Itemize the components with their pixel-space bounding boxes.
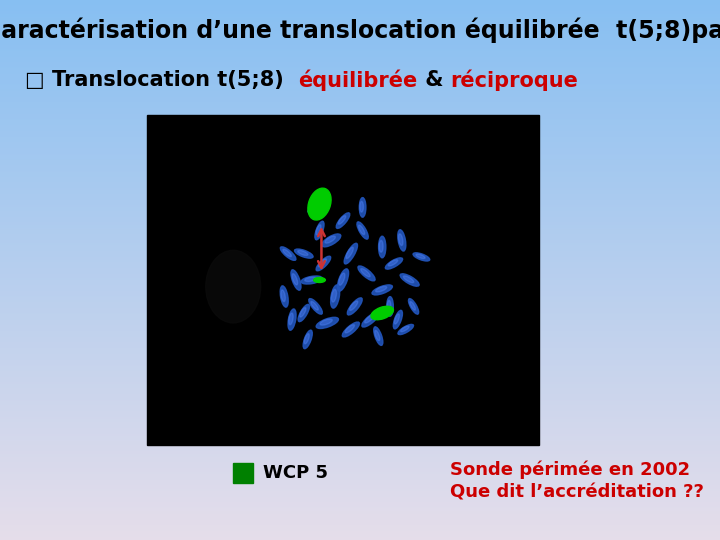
Ellipse shape [344, 243, 358, 264]
Ellipse shape [320, 319, 332, 325]
Ellipse shape [318, 259, 326, 267]
Text: WCP 5: WCP 5 [263, 464, 328, 482]
Ellipse shape [322, 234, 341, 247]
Ellipse shape [316, 256, 330, 271]
Ellipse shape [379, 236, 386, 258]
Ellipse shape [372, 285, 392, 295]
Ellipse shape [393, 310, 402, 329]
Text: Que dit l’accréditation ??: Que dit l’accréditation ?? [450, 484, 704, 502]
Ellipse shape [330, 285, 340, 308]
Ellipse shape [374, 327, 383, 346]
Ellipse shape [294, 249, 313, 258]
Ellipse shape [305, 277, 316, 281]
Ellipse shape [358, 266, 375, 281]
Ellipse shape [346, 247, 354, 259]
Ellipse shape [357, 222, 368, 239]
Ellipse shape [410, 301, 415, 310]
Text: Caractérisation d’une translocation équilibrée  t(5;8)pat: Caractérisation d’une translocation équi… [0, 17, 720, 43]
Ellipse shape [347, 298, 362, 315]
Ellipse shape [281, 290, 285, 302]
Ellipse shape [359, 225, 365, 234]
Ellipse shape [362, 312, 379, 327]
Ellipse shape [413, 253, 430, 261]
Ellipse shape [398, 325, 413, 335]
Ellipse shape [289, 313, 293, 325]
Ellipse shape [307, 202, 323, 213]
Ellipse shape [387, 300, 391, 311]
Ellipse shape [360, 201, 364, 212]
Ellipse shape [416, 254, 425, 259]
Ellipse shape [371, 306, 393, 320]
Ellipse shape [300, 308, 306, 317]
Ellipse shape [309, 299, 323, 314]
Ellipse shape [379, 240, 383, 252]
Ellipse shape [301, 276, 323, 284]
Ellipse shape [280, 286, 288, 307]
Ellipse shape [361, 268, 370, 277]
Ellipse shape [359, 198, 366, 217]
Ellipse shape [291, 270, 301, 290]
Ellipse shape [292, 274, 297, 285]
Ellipse shape [315, 221, 324, 240]
Ellipse shape [298, 305, 310, 322]
Ellipse shape [283, 249, 292, 256]
Ellipse shape [408, 299, 418, 314]
Ellipse shape [345, 325, 354, 333]
Ellipse shape [305, 334, 310, 344]
Ellipse shape [364, 315, 374, 323]
Ellipse shape [376, 286, 387, 292]
Ellipse shape [338, 269, 348, 291]
Ellipse shape [288, 309, 296, 330]
Ellipse shape [350, 301, 358, 310]
Bar [233, 463, 253, 483]
Ellipse shape [325, 236, 336, 243]
Ellipse shape [338, 273, 345, 285]
Text: &: & [418, 70, 450, 90]
Text: équilibrée: équilibrée [298, 69, 418, 91]
Ellipse shape [395, 314, 400, 324]
Ellipse shape [398, 234, 403, 246]
Ellipse shape [336, 213, 350, 228]
Ellipse shape [400, 326, 409, 332]
Ellipse shape [303, 330, 312, 349]
Ellipse shape [314, 278, 325, 282]
Ellipse shape [280, 247, 296, 260]
Ellipse shape [331, 289, 336, 302]
Ellipse shape [375, 330, 380, 341]
Ellipse shape [400, 274, 419, 286]
Bar [147, 115, 539, 445]
Text: réciproque: réciproque [450, 69, 578, 91]
Ellipse shape [387, 296, 393, 316]
Ellipse shape [397, 230, 406, 251]
Ellipse shape [308, 188, 331, 220]
Ellipse shape [311, 301, 318, 310]
Ellipse shape [403, 276, 414, 283]
Ellipse shape [338, 215, 346, 224]
Ellipse shape [297, 251, 308, 255]
Ellipse shape [385, 258, 402, 269]
Ellipse shape [310, 204, 319, 210]
Ellipse shape [316, 318, 338, 328]
Text: Sonde périmée en 2002: Sonde périmée en 2002 [450, 461, 690, 480]
Ellipse shape [342, 322, 359, 337]
Ellipse shape [388, 260, 397, 266]
Text: □ Translocation t(5;8): □ Translocation t(5;8) [25, 70, 298, 90]
Ellipse shape [316, 225, 321, 235]
Ellipse shape [206, 251, 261, 323]
